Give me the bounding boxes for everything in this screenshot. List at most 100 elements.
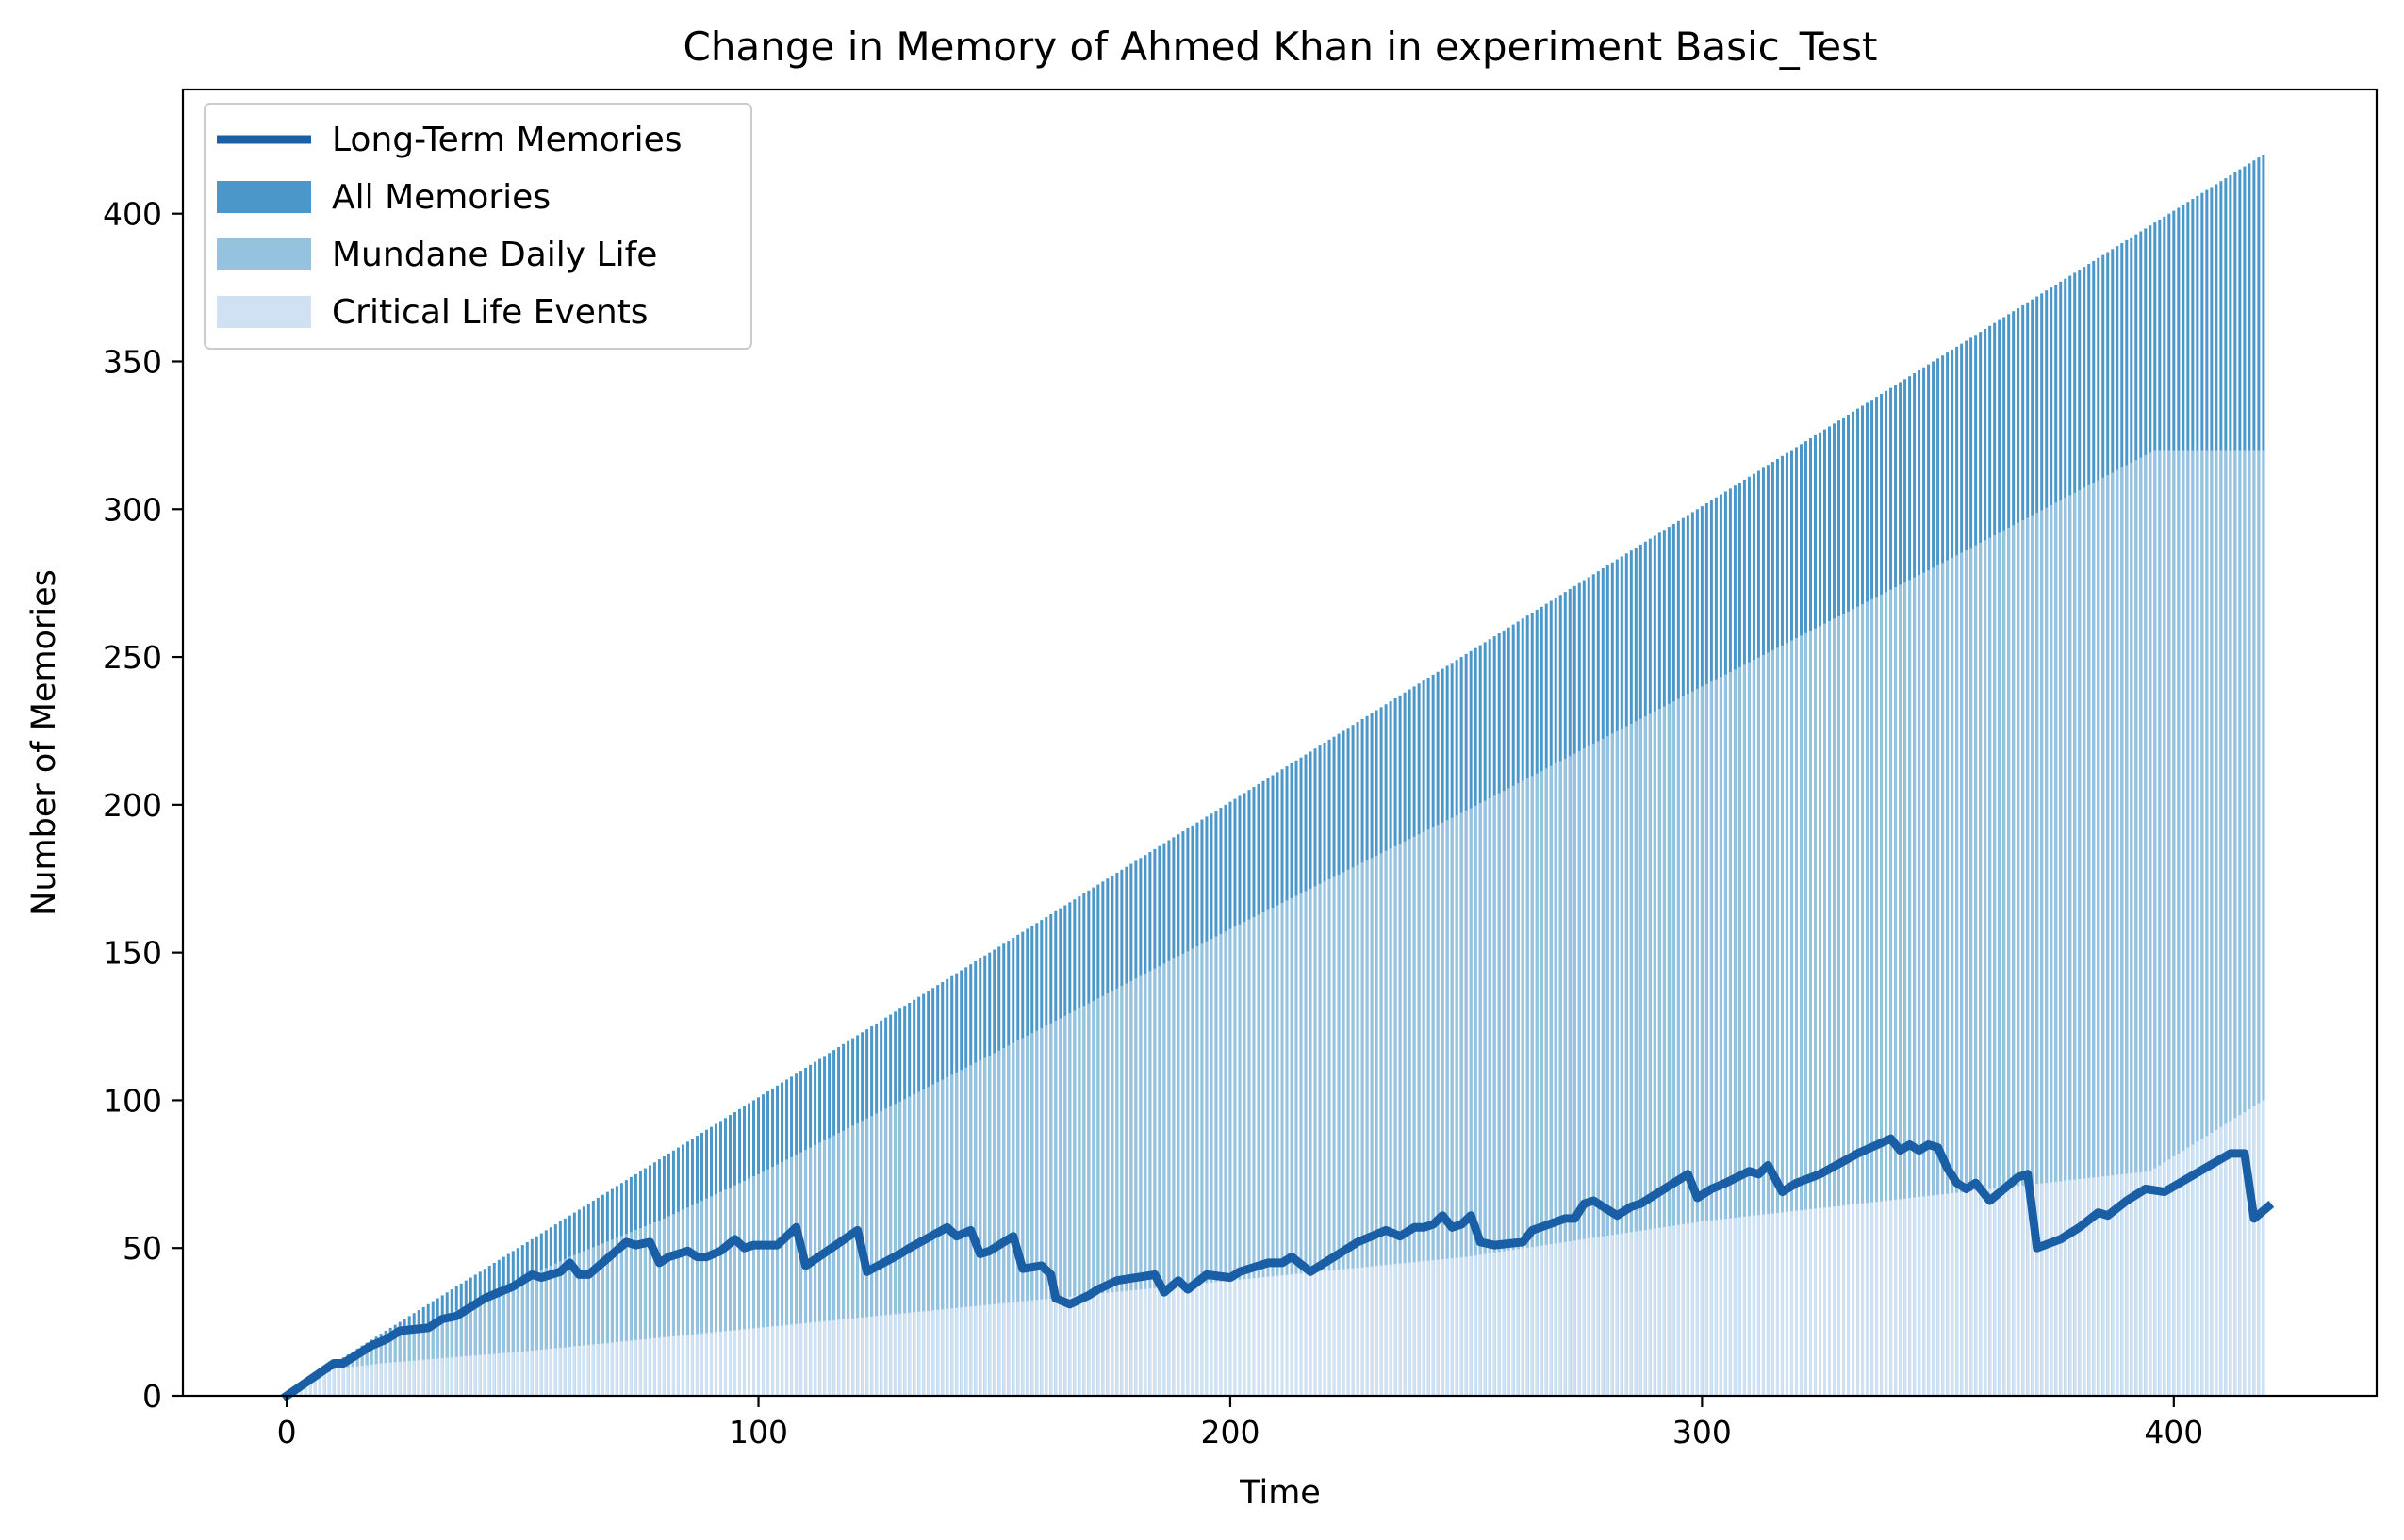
bar-critical — [1885, 1200, 1888, 1396]
bar-critical — [605, 1342, 609, 1396]
bar-mundane — [1483, 800, 1487, 1396]
bar-critical — [1436, 1259, 1440, 1396]
bar-mundane — [1610, 733, 1614, 1396]
bar-critical — [894, 1314, 897, 1396]
bar-critical — [1676, 1224, 1680, 1396]
bar-critical — [1426, 1260, 1430, 1396]
bar-critical — [1247, 1278, 1251, 1396]
bar-critical — [1936, 1194, 1940, 1396]
bar-mundane — [1932, 567, 1935, 1396]
bar-mundane — [1866, 601, 1869, 1396]
bar-mundane — [1257, 914, 1260, 1396]
bar-critical — [1681, 1224, 1685, 1396]
bar-critical — [1615, 1234, 1619, 1396]
bar-mundane — [856, 1122, 860, 1396]
bar-mundane — [1346, 869, 1350, 1396]
bar-mundane — [1327, 878, 1331, 1396]
bar-critical — [1224, 1281, 1227, 1396]
bar-mundane — [828, 1138, 832, 1396]
bar-mundane — [814, 1144, 817, 1396]
bar-mundane — [2224, 450, 2228, 1396]
bar-critical — [2017, 1186, 2020, 1396]
bar-critical — [1455, 1257, 1458, 1396]
legend-label-critical: Critical Life Events — [332, 293, 649, 332]
bar-mundane — [544, 1268, 548, 1396]
bar-mundane — [875, 1113, 879, 1396]
bar-critical — [2158, 1165, 2162, 1396]
bar-critical — [1808, 1209, 1812, 1396]
bar-critical — [700, 1333, 703, 1396]
bar-mundane — [1049, 1023, 1053, 1396]
x-tick-label: 200 — [1200, 1414, 1260, 1450]
bar-critical — [2224, 1123, 2228, 1396]
bar-mundane — [1403, 841, 1407, 1396]
bar-mundane — [1445, 820, 1449, 1396]
bar-critical — [1918, 1197, 1921, 1396]
bar-mundane — [1549, 765, 1553, 1396]
bar-critical — [2073, 1179, 2077, 1396]
bar-mundane — [1927, 570, 1931, 1396]
bar-critical — [1988, 1188, 1992, 1396]
bar-critical — [1342, 1269, 1345, 1396]
bar-critical — [1403, 1263, 1407, 1396]
bar-mundane — [818, 1142, 822, 1396]
bar-mundane — [1035, 1030, 1039, 1396]
bar-mundane — [785, 1159, 789, 1396]
bar-mundane — [1195, 945, 1199, 1396]
bar-mundane — [535, 1272, 538, 1396]
bar-critical — [757, 1327, 761, 1396]
bar-mundane — [1412, 836, 1416, 1396]
bar-critical — [685, 1335, 689, 1396]
bar-mundane — [931, 1084, 935, 1396]
bar-critical — [1880, 1201, 1884, 1396]
bar-critical — [723, 1331, 727, 1396]
bar-critical — [1624, 1233, 1628, 1396]
bar-critical — [1030, 1300, 1034, 1396]
bar-critical — [1294, 1273, 1298, 1396]
bar-critical — [1780, 1212, 1784, 1396]
bar-mundane — [1761, 654, 1765, 1396]
bar-mundane — [2149, 452, 2152, 1397]
bar-mundane — [525, 1276, 529, 1396]
bar-critical — [2087, 1177, 2091, 1396]
bar-critical — [1073, 1296, 1077, 1396]
bar-critical — [1016, 1302, 1020, 1396]
bar-mundane — [1040, 1027, 1044, 1396]
bar-critical — [1875, 1202, 1879, 1396]
bar-mundane — [714, 1193, 717, 1396]
bar-critical — [837, 1319, 841, 1396]
bar-mundane — [1148, 971, 1152, 1396]
bar-critical — [1582, 1238, 1586, 1396]
bar-mundane — [1775, 647, 1779, 1396]
legend-swatch-critical — [217, 296, 311, 328]
bar-mundane — [1638, 718, 1642, 1396]
bar-critical — [1177, 1286, 1180, 1396]
bar-critical — [483, 1354, 486, 1396]
bar-critical — [2149, 1171, 2152, 1396]
bar-mundane — [1125, 983, 1128, 1396]
bar-mundane — [795, 1155, 799, 1396]
bar-critical — [535, 1350, 538, 1396]
bar-mundane — [1502, 791, 1506, 1396]
bar-mundane — [1271, 907, 1275, 1396]
bar-mundane — [648, 1223, 651, 1396]
bar-mundane — [1276, 905, 1279, 1396]
bar-critical — [2177, 1153, 2181, 1396]
bar-mundane — [2177, 450, 2181, 1396]
bar-mundane — [1803, 632, 1807, 1396]
bar-mundane — [1172, 958, 1176, 1396]
bar-critical — [771, 1326, 775, 1396]
bar-mundane — [1106, 993, 1110, 1396]
bar-mundane — [1063, 1015, 1067, 1396]
bar-critical — [733, 1330, 736, 1396]
bar-critical — [2238, 1115, 2242, 1396]
bar-mundane — [1186, 951, 1190, 1396]
bar-critical — [1078, 1295, 1081, 1396]
bar-mundane — [1210, 939, 1213, 1396]
bar-critical — [1932, 1195, 1935, 1396]
bar-critical — [388, 1362, 392, 1396]
bar-critical — [1214, 1282, 1218, 1396]
bar-critical — [530, 1350, 534, 1396]
bar-mundane — [1808, 631, 1812, 1396]
legend-label-long-term: Long-Term Memories — [332, 121, 683, 159]
